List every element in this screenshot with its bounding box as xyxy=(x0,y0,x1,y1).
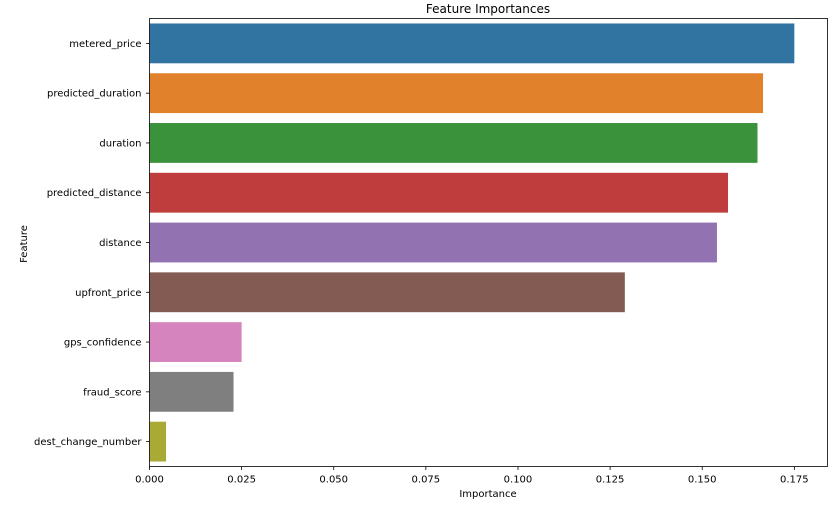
x-tick-label: 0.000 xyxy=(135,475,164,486)
x-axis-label: Importance xyxy=(459,489,516,500)
bar-predicted-distance xyxy=(149,172,729,213)
x-tick-label: 0.125 xyxy=(596,475,625,486)
y-tick-label: predicted_duration xyxy=(47,89,142,100)
bar-predicted-duration xyxy=(149,73,764,114)
y-tick-label: upfront_price xyxy=(75,288,141,299)
bar-gps-confidence xyxy=(149,322,242,362)
x-tick-label: 0.150 xyxy=(688,475,717,486)
bar-upfront-price xyxy=(149,272,625,313)
bar-fraud-score xyxy=(149,371,234,412)
bar-distance xyxy=(149,222,717,263)
bar-metered-price xyxy=(149,23,795,64)
bar-dest-change-number xyxy=(149,421,167,462)
x-tick-label: 0.075 xyxy=(412,475,441,486)
x-tick-label: 0.025 xyxy=(227,475,256,486)
chart-title: Feature Importances xyxy=(426,2,550,16)
y-axis-label: Feature xyxy=(19,225,30,263)
y-tick-label: fraud_score xyxy=(83,387,141,398)
y-tick-label: dest_change_number xyxy=(34,437,142,448)
x-axis-ticks: 0.000 0.025 0.050 0.075 0.100 0.125 0.150 0.175 xyxy=(135,466,809,486)
x-tick-label: 0.175 xyxy=(780,475,809,486)
y-tick-label: gps_confidence xyxy=(64,338,142,349)
y-tick-label: predicted_distance xyxy=(47,188,142,199)
bars-group xyxy=(149,23,795,462)
y-tick-label: duration xyxy=(99,138,141,149)
x-tick-label: 0.100 xyxy=(504,475,533,486)
x-tick-label: 0.050 xyxy=(319,475,348,486)
plot-frame xyxy=(149,18,828,467)
y-tick-label: metered_price xyxy=(69,39,141,50)
y-tick-label: distance xyxy=(99,238,141,249)
y-axis-ticks: metered_price predicted_duration duration p… xyxy=(34,39,150,448)
bar-duration xyxy=(149,123,758,163)
